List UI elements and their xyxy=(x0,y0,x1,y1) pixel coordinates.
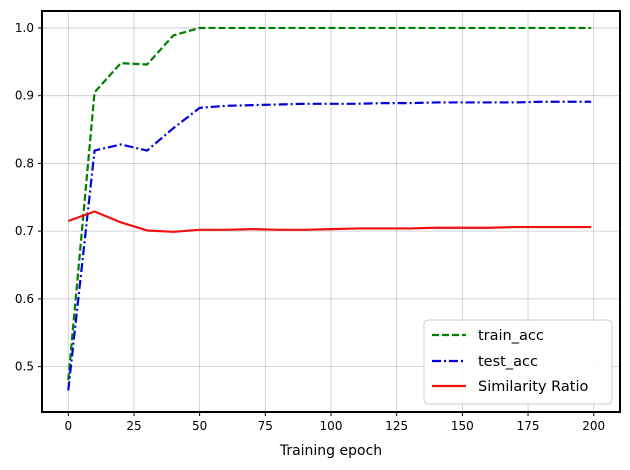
series-line-similarity-ratio xyxy=(67,210,592,233)
y-tick-label: 0.8 xyxy=(15,156,34,170)
x-tick-label: 50 xyxy=(192,419,207,433)
x-tick-label: 0 xyxy=(64,419,72,433)
legend-label-test-acc: test_acc xyxy=(478,354,538,370)
series-layer xyxy=(67,26,592,391)
x-tick-label: 100 xyxy=(320,419,343,433)
y-tick-label: 0.6 xyxy=(15,292,34,306)
x-axis-label: Training epoch xyxy=(279,443,382,459)
legend-label-similarity-ratio: Similarity Ratio xyxy=(478,379,589,395)
y-tick-label: 0.9 xyxy=(15,89,34,103)
y-tick-label: 0.7 xyxy=(15,224,34,238)
legend-label-train-acc: train_acc xyxy=(478,328,544,344)
x-tick-label: 150 xyxy=(451,419,474,433)
x-tick-label: 125 xyxy=(385,419,408,433)
legend-box xyxy=(423,319,613,405)
series-line-test-acc xyxy=(67,100,592,391)
y-tick-label: 0.5 xyxy=(15,360,34,374)
series-line-train-acc xyxy=(67,26,592,381)
y-tick-label: 1.0 xyxy=(15,21,34,35)
x-tick-label: 200 xyxy=(582,419,605,433)
legend: train_acc test_acc Similarity Ratio xyxy=(423,319,613,405)
axis-ticks: 0 25 50 75 100 125 150 175 200 0.5 0.6 0.7 0.8 0.9 1.0 xyxy=(15,21,605,433)
x-tick-label: 175 xyxy=(517,419,540,433)
x-tick-label: 75 xyxy=(258,419,273,433)
x-tick-label: 25 xyxy=(126,419,141,433)
